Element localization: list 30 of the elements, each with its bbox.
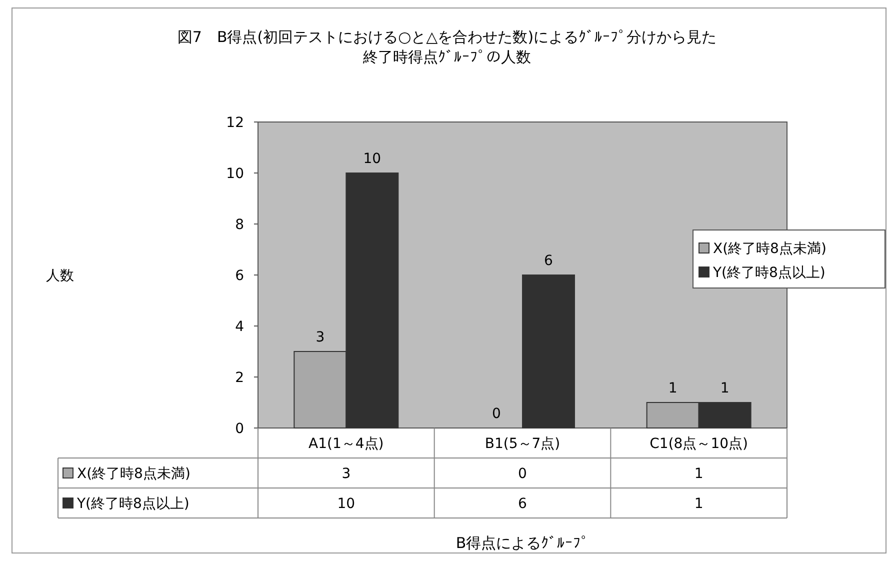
- data-label: 0: [518, 466, 527, 482]
- data-label: 1: [694, 496, 704, 512]
- annotation: 6: [544, 253, 553, 269]
- subtitle: 終了時得点ｸﾞﾙｰﾌﾟの人数: [363, 48, 531, 66]
- annotation: 0: [492, 406, 501, 422]
- text: X(終了時8点未満): [77, 466, 190, 482]
- legend-label: Y(終了時8点以上): [712, 265, 826, 281]
- y-tick-label: 12: [226, 115, 244, 131]
- y-tick-label: 8: [235, 217, 244, 233]
- y-tick-label: 10: [226, 166, 244, 182]
- y-tick-label: 2: [235, 370, 244, 386]
- data-label: 3: [342, 466, 351, 482]
- data-label: 10: [337, 496, 356, 512]
- annotation: 1: [668, 380, 678, 396]
- x-tick-label: B1(5～7点): [484, 436, 560, 452]
- x-tick-label: A1(1～4点): [308, 436, 384, 452]
- text: Y(終了時8点以上): [77, 496, 190, 512]
- y-tick-label: 4: [235, 319, 244, 335]
- y-tick-label: 0: [235, 421, 244, 437]
- annotation: 1: [720, 380, 730, 396]
- annotation: 人数: [46, 268, 74, 284]
- legend-label: X(終了時8点未満): [713, 241, 826, 257]
- data-label: 6: [518, 496, 528, 512]
- annotation: 10: [363, 151, 382, 167]
- annotation: B得点によるｸﾞﾙｰﾌﾟ: [456, 534, 590, 552]
- x-tick-label: C1(8点～10点): [650, 436, 748, 452]
- annotation: 3: [316, 330, 325, 346]
- title: 図7 B得点(初回テストにおける○と△を合わせた数)によるｸﾞﾙｰﾌﾟ分けから見た: [177, 28, 717, 46]
- y-tick-label: 6: [235, 268, 244, 284]
- data-label: 1: [694, 466, 704, 482]
